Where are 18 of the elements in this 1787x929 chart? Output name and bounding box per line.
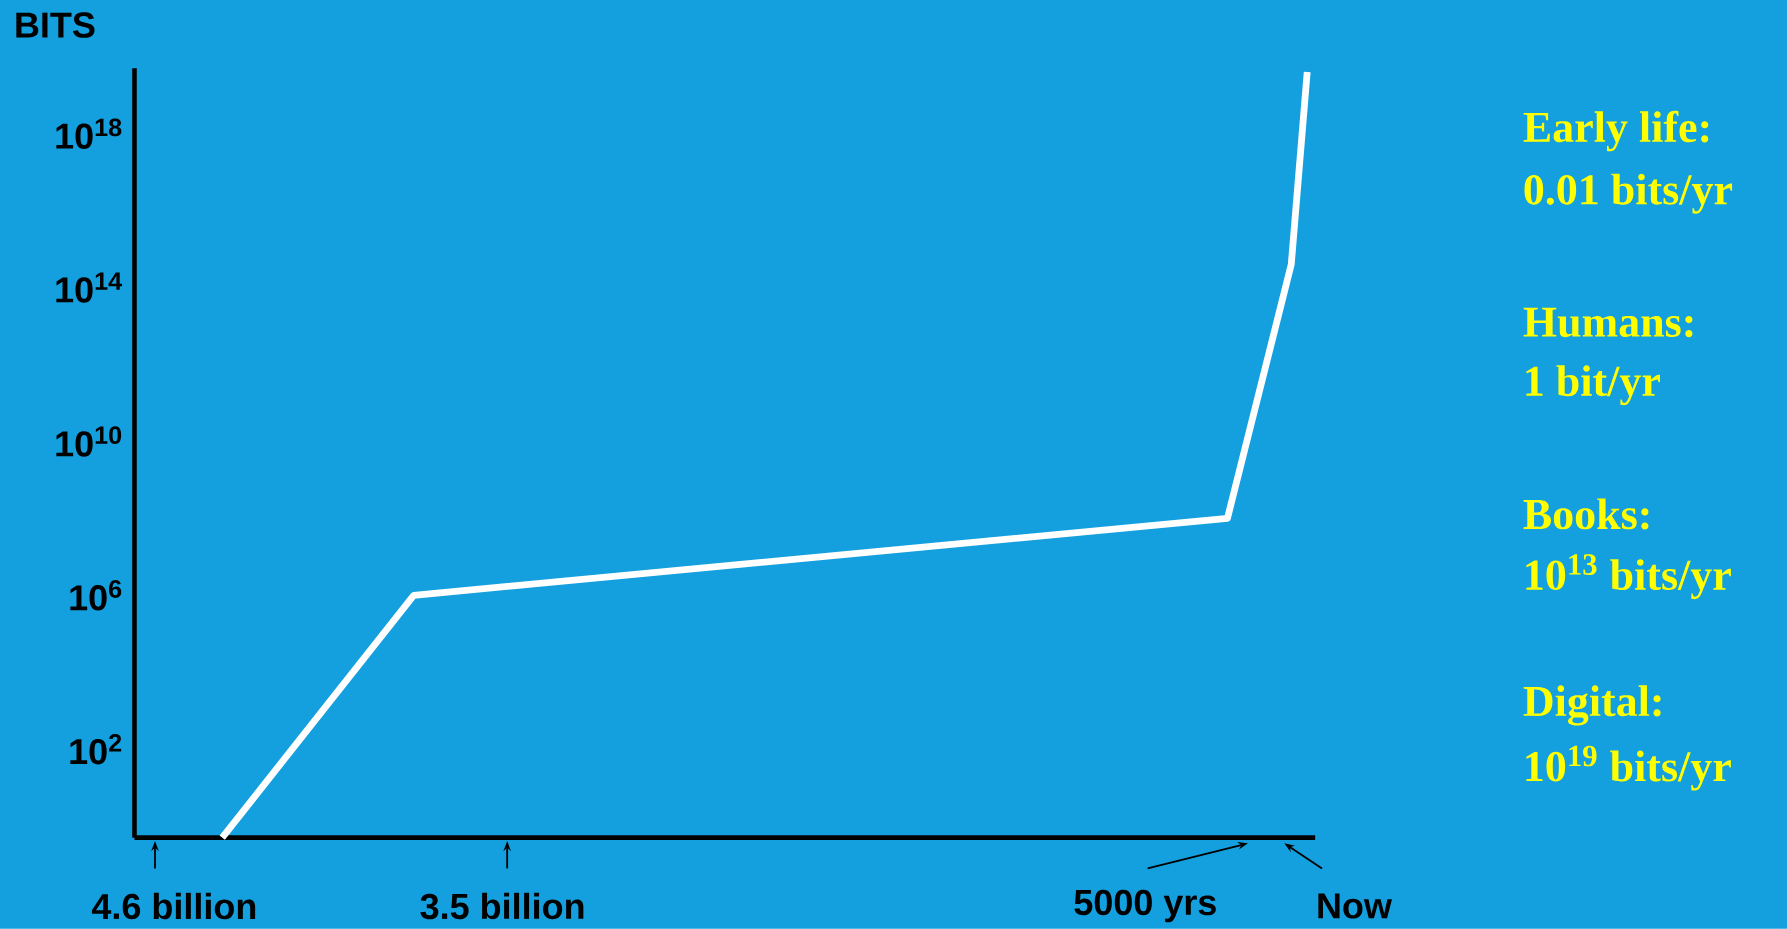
text: 5000 yrs (1074, 889, 1216, 923)
text: 1 bit/yr (1526, 365, 1660, 406)
text: 10$^{13}$ bits/yr (1526, 554, 1731, 600)
y-tick-label: 10$^{10}$ (56, 426, 122, 457)
text: 10$^{19}$ bits/yr (1526, 745, 1731, 791)
text: 3.5 billion (420, 892, 584, 920)
y-tick-label: 10$^{14}$ (56, 272, 122, 303)
y-tick-label: 10$^{18}$ (56, 118, 122, 149)
text: 0.01 bits/yr (1524, 173, 1733, 214)
y-axis-title: BITS (16, 12, 95, 38)
text: 4.6 billion (91, 892, 256, 920)
text: Early life: (1523, 110, 1709, 152)
text: Now (1318, 893, 1392, 919)
text: Digital: (1523, 685, 1661, 726)
text: Humans: (1523, 307, 1693, 338)
y-tick-label: 10$^{6}$ (70, 580, 122, 611)
y-tick-label: 10$^{2}$ (70, 733, 122, 765)
text: Books: (1523, 498, 1649, 530)
